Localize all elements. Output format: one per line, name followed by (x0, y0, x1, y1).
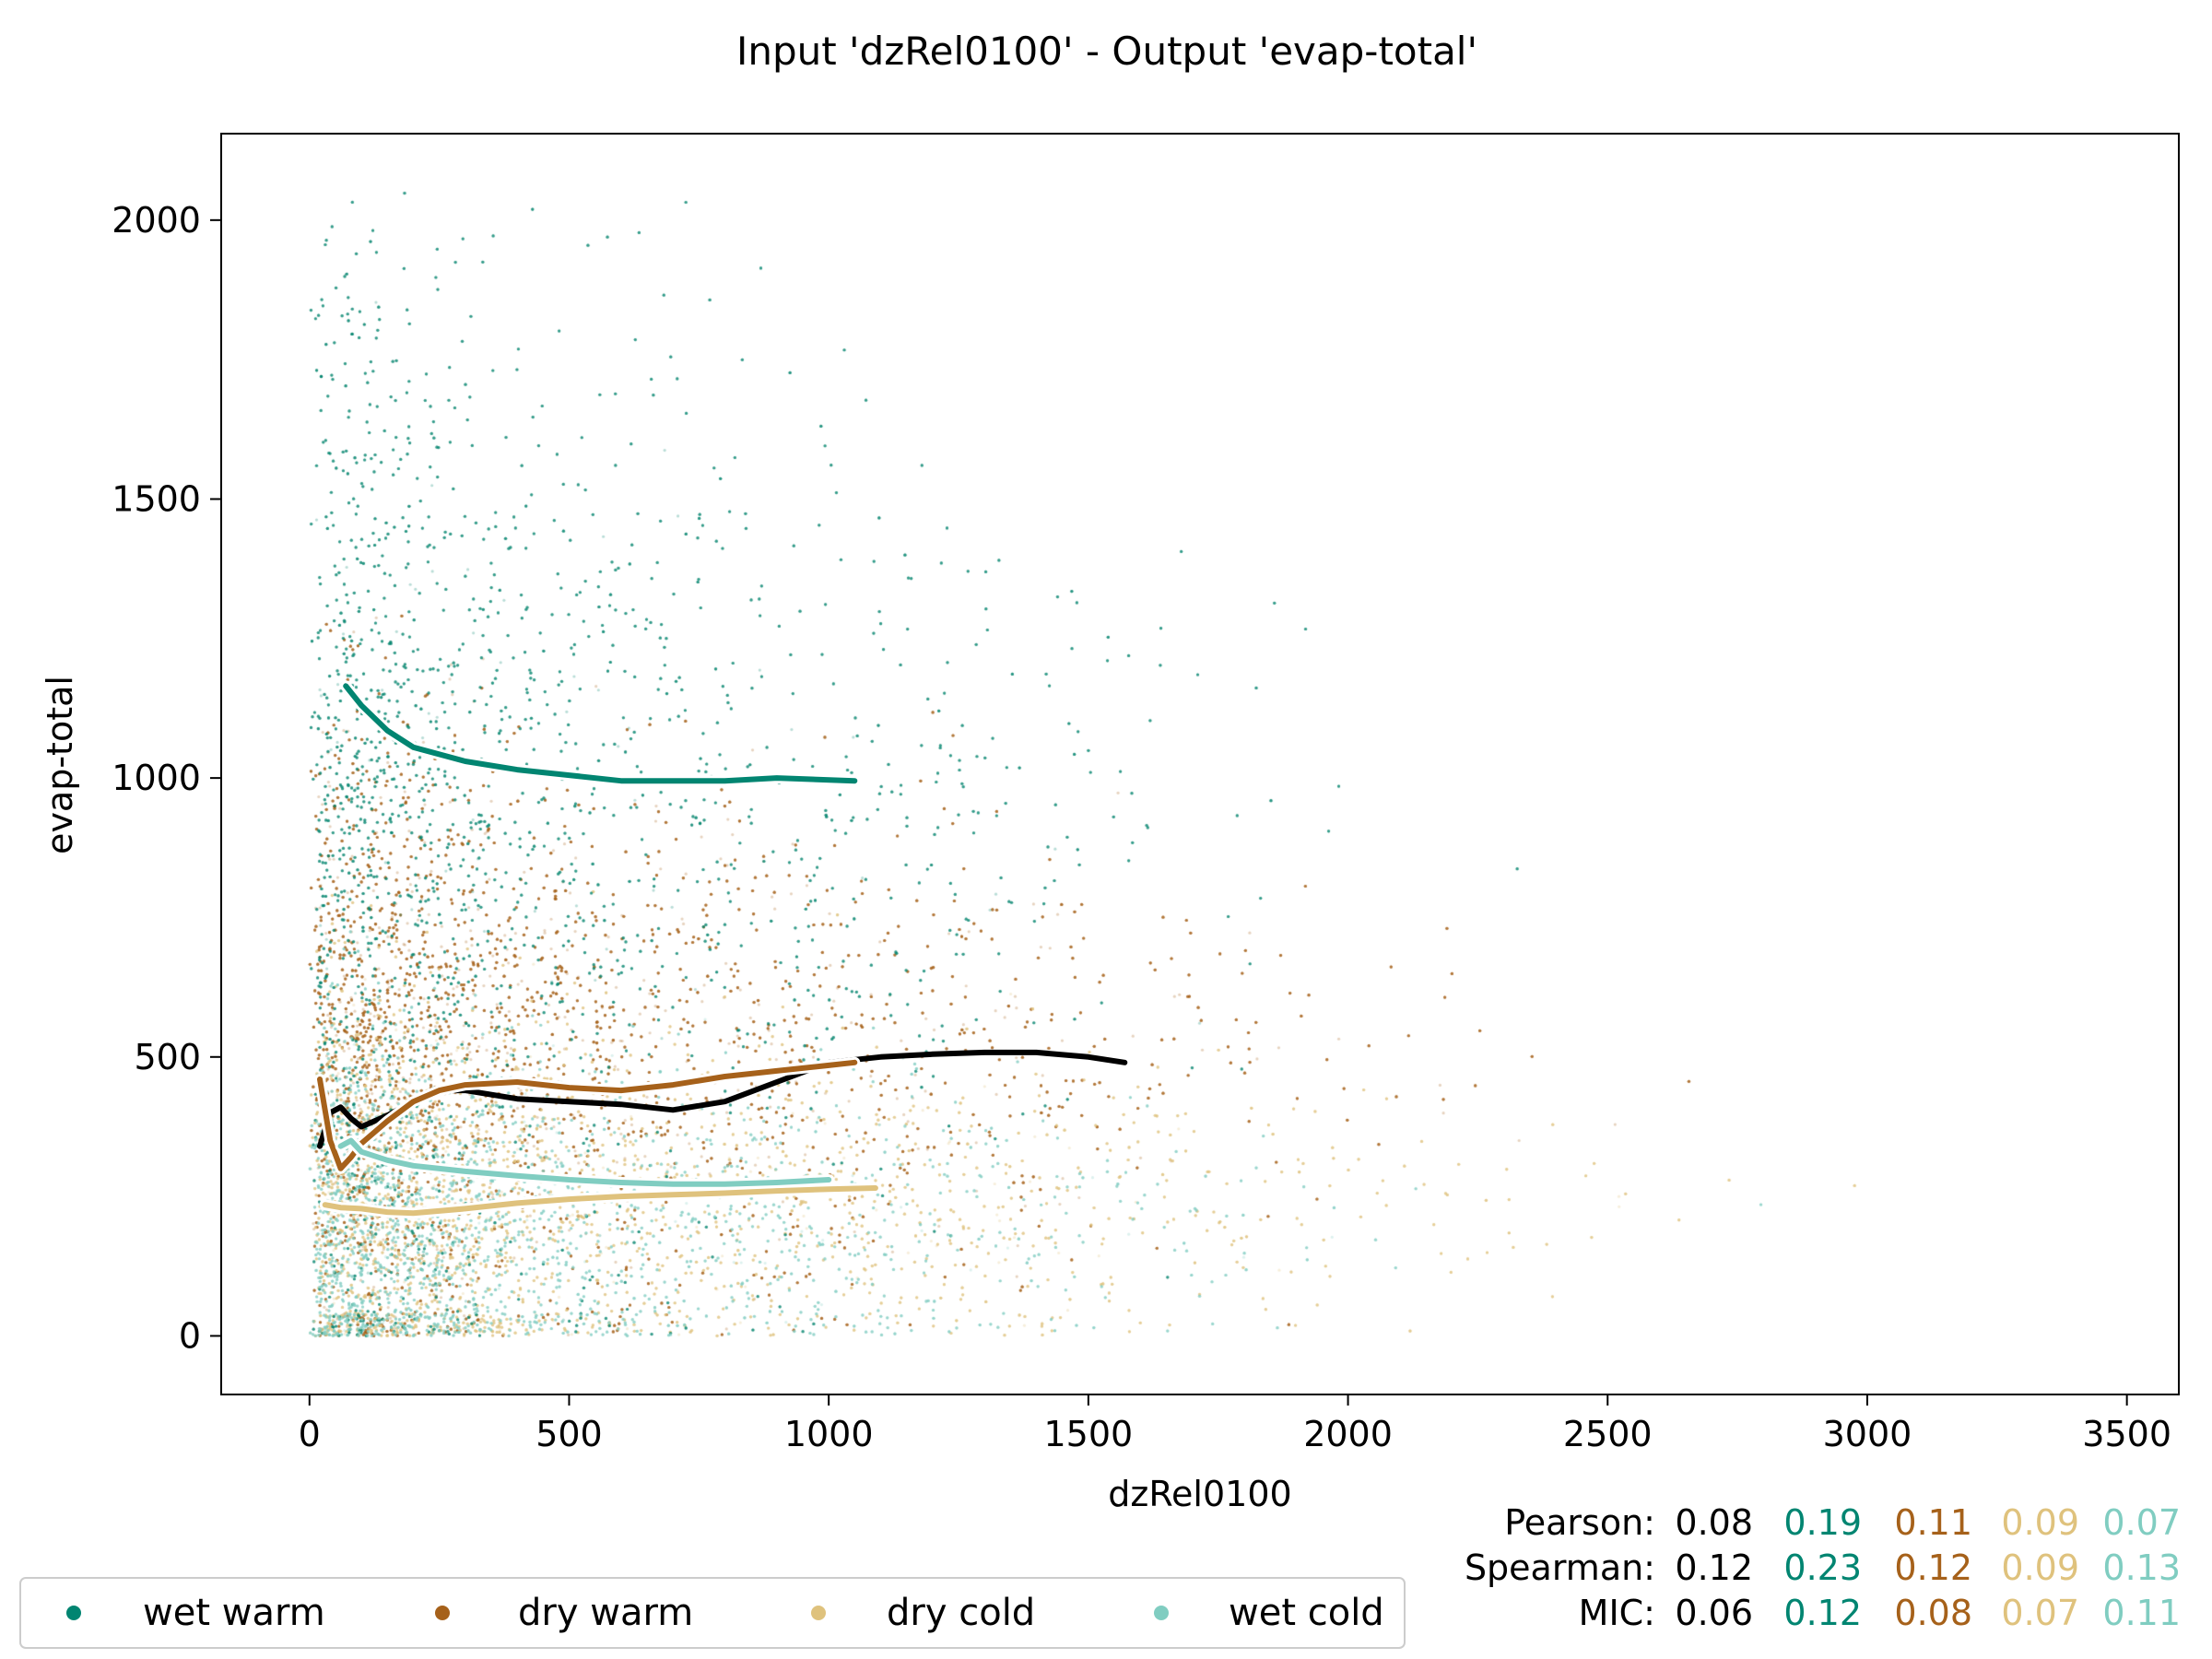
stat-value: 0.19 (1783, 1502, 1862, 1543)
stat-value: 0.09 (2001, 1547, 2079, 1588)
stat-value: 0.09 (2001, 1502, 2079, 1543)
stat-value: 0.06 (1675, 1593, 1753, 1633)
x-tick-label: 3000 (1823, 1414, 1912, 1454)
y-tick-label: 1500 (112, 478, 201, 519)
y-tick-label: 0 (179, 1315, 201, 1356)
legend: wet warm dry warm dry cold wet cold (19, 1577, 1406, 1649)
y-tick-label: 2000 (112, 200, 201, 241)
scatter-canvas (221, 134, 2179, 1394)
y-axis: 0 500 1000 1500 2000 (112, 200, 221, 1356)
y-tick-label: 1000 (112, 758, 201, 798)
plot-frame (220, 133, 2180, 1395)
trend-line-wet-warm (343, 683, 858, 784)
y-tick-label: 500 (134, 1037, 201, 1077)
stat-value: 0.11 (2102, 1593, 2181, 1633)
x-axis: 0 500 1000 1500 2000 2500 3000 3500 (299, 1394, 2171, 1454)
legend-label: wet warm (143, 1592, 325, 1634)
legend-marker (435, 1606, 450, 1620)
legend-frame (19, 1577, 1406, 1649)
trend-line-overall (317, 1049, 1128, 1149)
trend-lines (314, 680, 1128, 1219)
stat-value: 0.07 (2001, 1593, 2079, 1633)
stat-value: 0.12 (1675, 1547, 1753, 1588)
stat-value: 0.13 (2102, 1547, 2181, 1588)
stat-value: 0.11 (1894, 1502, 1972, 1543)
trend-line-dry-cold (322, 1185, 878, 1217)
trend-line-wet-cold (337, 1137, 832, 1187)
chart-title: Input 'dzRel0100' - Output 'evap-total' (736, 29, 1477, 74)
y-axis-label: evap-total (40, 676, 80, 854)
legend-label: wet cold (1229, 1592, 1384, 1634)
x-tick-label: 3500 (2082, 1414, 2171, 1454)
stat-value: 0.23 (1783, 1547, 1862, 1588)
x-tick-label: 1000 (784, 1414, 874, 1454)
x-tick-label: 2000 (1303, 1414, 1393, 1454)
x-tick-label: 500 (535, 1414, 603, 1454)
stat-label: Pearson: (1504, 1502, 1655, 1543)
stat-value: 0.12 (1783, 1593, 1862, 1633)
trend-line-dry-warm (317, 1059, 858, 1171)
legend-marker (1154, 1606, 1169, 1620)
x-axis-label: dzRel0100 (1108, 1474, 1291, 1514)
legend-label: dry cold (887, 1592, 1035, 1634)
legend-label: dry warm (518, 1592, 693, 1634)
stat-value: 0.07 (2102, 1502, 2181, 1543)
x-tick-label: 2500 (1563, 1414, 1653, 1454)
x-tick-label: 0 (299, 1414, 321, 1454)
correlation-stats: Pearson: 0.08 0.19 0.11 0.09 0.07 Spearman: 0.1… (1465, 1502, 2181, 1633)
scatter-points (221, 134, 2179, 1394)
legend-marker (66, 1606, 81, 1620)
stat-label: Spearman: (1465, 1547, 1655, 1588)
stat-value: 0.08 (1894, 1593, 1972, 1633)
legend-marker (811, 1606, 826, 1620)
stat-label: MIC: (1579, 1593, 1655, 1633)
x-tick-label: 1500 (1044, 1414, 1134, 1454)
stat-value: 0.12 (1894, 1547, 1972, 1588)
stat-value: 0.08 (1675, 1502, 1753, 1543)
